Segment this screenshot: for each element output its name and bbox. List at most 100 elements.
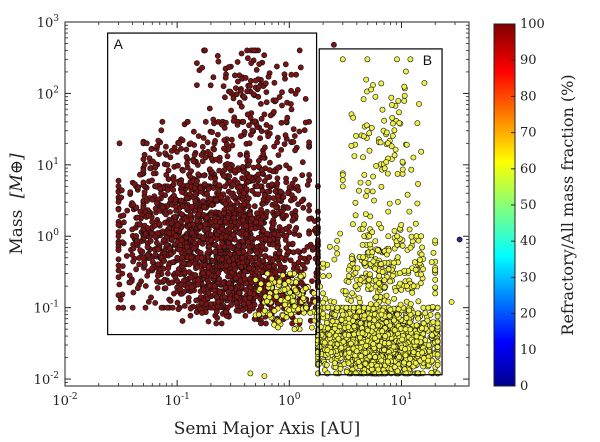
- data-point: [247, 78, 254, 84]
- data-point: [169, 236, 175, 243]
- data-point: [419, 244, 425, 251]
- data-point: [198, 299, 205, 306]
- data-point: [221, 294, 228, 301]
- data-point: [398, 286, 405, 293]
- data-point: [297, 64, 304, 71]
- data-point: [299, 172, 306, 179]
- colorbar-tick-label: 70: [520, 126, 537, 141]
- data-point: [200, 235, 206, 242]
- data-point: [389, 272, 396, 279]
- data-point: [160, 277, 167, 284]
- data-point: [240, 307, 247, 313]
- data-point: [407, 244, 414, 251]
- data-point: [292, 227, 299, 234]
- data-point: [290, 138, 297, 145]
- data-point: [164, 304, 171, 311]
- data-point: [275, 152, 282, 158]
- data-point: [364, 327, 371, 334]
- data-point: [376, 272, 382, 279]
- data-point: [144, 225, 151, 231]
- data-point: [251, 203, 258, 210]
- data-point: [414, 310, 421, 317]
- data-point: [256, 61, 263, 67]
- data-point: [394, 233, 401, 240]
- data-point: [406, 319, 413, 326]
- data-point: [215, 270, 222, 277]
- data-point: [134, 214, 141, 221]
- data-point: [354, 265, 361, 271]
- data-point: [370, 258, 377, 265]
- data-point: [179, 203, 186, 210]
- data-point: [401, 267, 408, 274]
- data-point: [364, 187, 371, 194]
- data-point: [335, 335, 342, 342]
- data-point: [274, 244, 281, 251]
- data-point: [245, 239, 252, 245]
- data-point: [385, 298, 392, 305]
- data-point: [166, 245, 173, 252]
- data-point: [206, 282, 213, 289]
- data-point: [375, 322, 381, 329]
- data-point: [346, 349, 353, 356]
- data-point: [211, 283, 218, 289]
- data-point: [228, 190, 235, 197]
- data-point: [181, 302, 188, 309]
- data-point: [422, 310, 429, 316]
- data-point: [415, 298, 422, 305]
- data-point: [388, 94, 395, 101]
- data-point: [176, 140, 182, 147]
- data-point: [249, 215, 256, 222]
- data-point: [236, 230, 243, 236]
- data-point: [248, 60, 255, 66]
- data-point: [116, 281, 123, 288]
- data-point: [116, 140, 123, 147]
- data-point: [432, 290, 439, 297]
- data-point: [270, 241, 276, 248]
- data-point: [337, 365, 344, 372]
- data-point: [387, 306, 394, 313]
- data-point: [320, 290, 326, 297]
- data-point: [385, 233, 392, 240]
- data-point: [262, 320, 269, 327]
- data-point: [148, 230, 155, 237]
- data-point: [222, 74, 229, 81]
- data-point: [239, 254, 246, 261]
- data-point: [365, 276, 372, 283]
- data-point: [145, 212, 152, 219]
- data-point: [287, 270, 293, 277]
- tick-label: 101: [390, 392, 412, 409]
- data-point: [174, 254, 181, 261]
- data-point: [306, 215, 312, 222]
- data-point: [170, 176, 177, 183]
- data-point: [375, 366, 382, 373]
- data-point: [115, 183, 122, 190]
- data-point: [425, 342, 432, 349]
- data-point: [291, 303, 298, 310]
- data-point: [141, 189, 148, 195]
- data-point: [183, 217, 190, 224]
- data-point: [249, 187, 255, 194]
- data-point: [340, 338, 347, 345]
- data-point: [299, 159, 306, 166]
- data-point: [225, 289, 232, 296]
- data-point: [285, 204, 291, 211]
- data-point: [283, 232, 290, 239]
- data-point: [199, 64, 205, 71]
- data-point: [174, 162, 181, 169]
- data-point: [349, 290, 355, 296]
- data-point: [232, 266, 238, 273]
- data-point: [298, 198, 305, 204]
- data-point: [411, 259, 418, 266]
- data-point: [301, 127, 308, 134]
- data-point: [272, 188, 279, 195]
- data-point: [255, 260, 262, 267]
- data-point: [398, 221, 405, 228]
- data-point: [136, 261, 142, 268]
- data-point: [355, 358, 362, 365]
- data-point: [202, 118, 209, 125]
- data-point: [299, 261, 306, 268]
- data-point: [246, 82, 253, 89]
- data-point: [408, 166, 415, 173]
- data-point: [385, 266, 392, 273]
- data-point: [402, 326, 409, 333]
